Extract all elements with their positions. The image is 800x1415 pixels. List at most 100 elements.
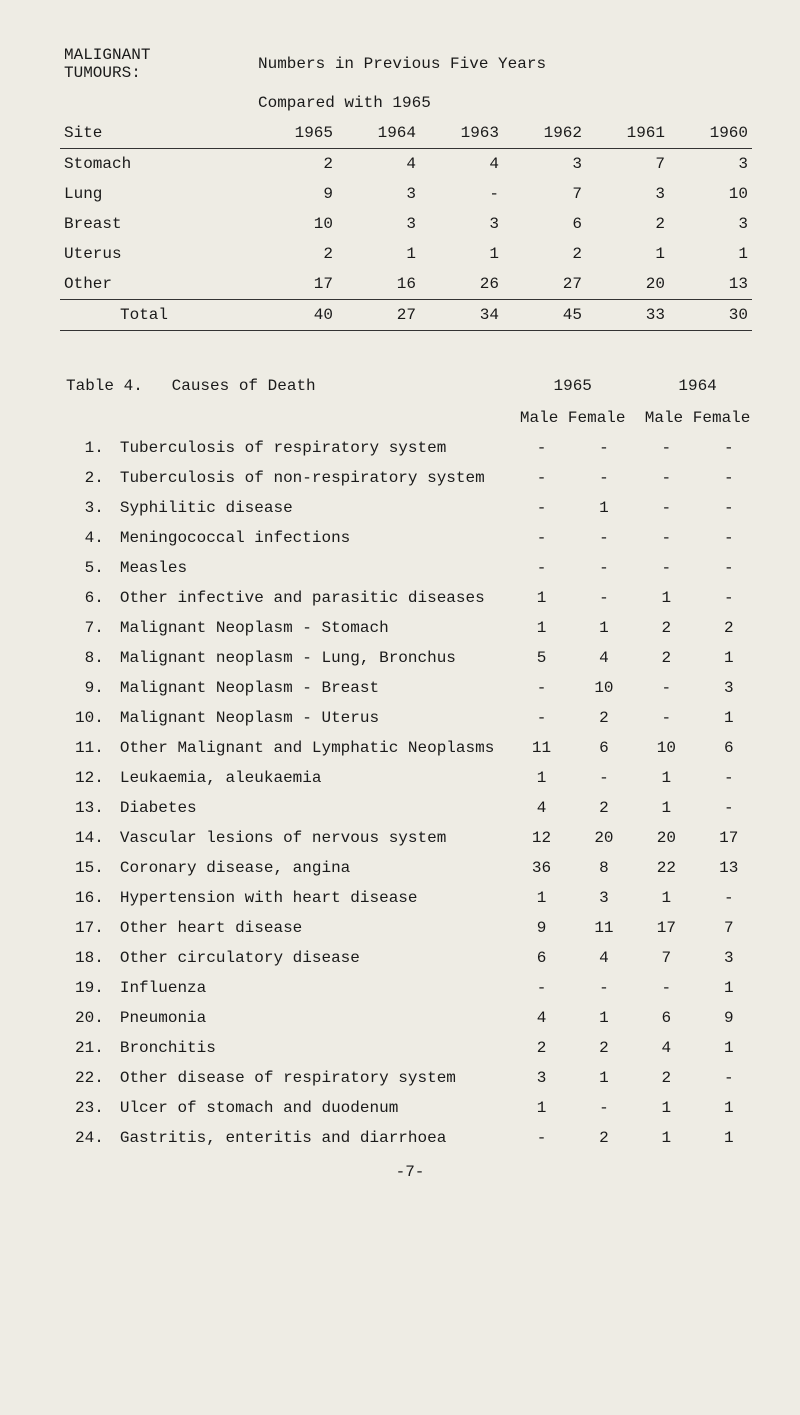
t2-value-cell: 17 — [698, 823, 760, 853]
t1-value-cell: 4 — [337, 149, 420, 180]
t2-row-num: 14. — [60, 823, 114, 853]
t2-row-num: 2. — [60, 463, 114, 493]
t2-value-cell: 1 — [698, 643, 760, 673]
t2-value-cell: 4 — [510, 1003, 572, 1033]
t1-value-cell: 26 — [420, 269, 503, 300]
t2-value-cell: - — [510, 433, 572, 463]
t2-value-cell: 4 — [573, 943, 635, 973]
t1-value-cell: 3 — [503, 149, 586, 180]
t2-value-cell: - — [573, 463, 635, 493]
t2-value-cell: - — [510, 973, 572, 1003]
t2-row-num: 15. — [60, 853, 114, 883]
t2-value-cell: - — [635, 523, 697, 553]
t2-value-cell: 6 — [698, 733, 760, 763]
table-row: 2.Tuberculosis of non-respiratory system… — [60, 463, 760, 493]
page-number: -7- — [60, 1163, 760, 1181]
t2-value-cell: 2 — [573, 1033, 635, 1063]
t2-value-cell: 2 — [573, 793, 635, 823]
t2-value-cell: 9 — [510, 913, 572, 943]
t2-row-num: 24. — [60, 1123, 114, 1153]
t2-row-num: 22. — [60, 1063, 114, 1093]
causes-table: Table 4. Causes of Death 1965 1964 Male … — [60, 371, 760, 1153]
t2-value-cell: - — [510, 463, 572, 493]
table-row: Stomach244373 — [60, 149, 752, 180]
t1-col-header: Site — [60, 118, 254, 149]
t2-value-cell: - — [698, 1063, 760, 1093]
t2-value-cell: - — [510, 673, 572, 703]
t2-value-cell: - — [698, 583, 760, 613]
t2-value-cell: - — [635, 433, 697, 463]
t2-value-cell: - — [698, 493, 760, 523]
t1-value-cell: 1 — [586, 239, 669, 269]
t2-value-cell: 22 — [635, 853, 697, 883]
t2-value-cell: 9 — [698, 1003, 760, 1033]
t2-value-cell: - — [510, 553, 572, 583]
t2-value-cell: 4 — [510, 793, 572, 823]
tumours-table: MALIGNANT TUMOURS: Numbers in Previous F… — [60, 40, 752, 331]
t2-cause-cell: Other Malignant and Lymphatic Neoplasms — [114, 733, 510, 763]
table-row: 8.Malignant neoplasm - Lung, Bronchus542… — [60, 643, 760, 673]
t1-value-cell: 20 — [586, 269, 669, 300]
t2-value-cell: - — [698, 883, 760, 913]
t2-value-cell: - — [635, 973, 697, 1003]
t2-value-cell: 3 — [698, 673, 760, 703]
t1-site-cell: Stomach — [60, 149, 254, 180]
t2-value-cell: - — [573, 1093, 635, 1123]
t1-value-cell: 9 — [254, 179, 337, 209]
t2-cause-cell: Malignant Neoplasm - Stomach — [114, 613, 510, 643]
t2-value-cell: 10 — [573, 673, 635, 703]
t1-value-cell: 1 — [669, 239, 752, 269]
t1-value-cell: 17 — [254, 269, 337, 300]
t2-value-cell: 1 — [635, 1123, 697, 1153]
t2-value-cell: 20 — [635, 823, 697, 853]
table-row: 1.Tuberculosis of respiratory system---- — [60, 433, 760, 463]
t2-value-cell: 2 — [635, 643, 697, 673]
t2-value-cell: - — [698, 433, 760, 463]
t2-value-cell: 3 — [510, 1063, 572, 1093]
t2-cause-cell: Other heart disease — [114, 913, 510, 943]
table-row: 16.Hypertension with heart disease131- — [60, 883, 760, 913]
t2-value-cell: 6 — [510, 943, 572, 973]
t2-value-cell: 7 — [698, 913, 760, 943]
t1-total-value: 40 — [254, 300, 337, 331]
t2-value-cell: - — [698, 793, 760, 823]
t2-row-num: 17. — [60, 913, 114, 943]
t1-total-value: 27 — [337, 300, 420, 331]
t2-value-cell: - — [573, 523, 635, 553]
t1-col-header: 1965 — [254, 118, 337, 149]
t1-value-cell: 3 — [337, 209, 420, 239]
t2-cause-cell: Ulcer of stomach and duodenum — [114, 1093, 510, 1123]
table-row: 22.Other disease of respiratory system31… — [60, 1063, 760, 1093]
t1-value-cell: 27 — [503, 269, 586, 300]
t2-cause-cell: Coronary disease, angina — [114, 853, 510, 883]
table-row: Lung93-7310 — [60, 179, 752, 209]
t2-value-cell: - — [510, 703, 572, 733]
t2-value-cell: 1 — [698, 1123, 760, 1153]
table-row: 14.Vascular lesions of nervous system122… — [60, 823, 760, 853]
t2-value-cell: 6 — [635, 1003, 697, 1033]
table-row: 7.Malignant Neoplasm - Stomach1122 — [60, 613, 760, 643]
table-row: 21.Bronchitis2241 — [60, 1033, 760, 1063]
t2-value-cell: 1 — [573, 493, 635, 523]
t2-value-cell: 2 — [635, 613, 697, 643]
t2-row-num: 1. — [60, 433, 114, 463]
t2-value-cell: 2 — [573, 1123, 635, 1153]
t2-row-num: 7. — [60, 613, 114, 643]
table-row: 19.Influenza---1 — [60, 973, 760, 1003]
t1-col-header: 1961 — [586, 118, 669, 149]
t1-col-header: 1962 — [503, 118, 586, 149]
t2-cause-cell: Bronchitis — [114, 1033, 510, 1063]
t2-value-cell: - — [635, 463, 697, 493]
t1-value-cell: 3 — [669, 149, 752, 180]
t2-value-cell: - — [510, 493, 572, 523]
t1-site-cell: Breast — [60, 209, 254, 239]
t1-col-header: 1960 — [669, 118, 752, 149]
t2-value-cell: 1 — [573, 613, 635, 643]
t2-value-cell: 1 — [635, 883, 697, 913]
t2-row-num: 9. — [60, 673, 114, 703]
t2-cause-cell: Meningococcal infections — [114, 523, 510, 553]
t2-cause-cell: Vascular lesions of nervous system — [114, 823, 510, 853]
t1-value-cell: 2 — [586, 209, 669, 239]
t1-value-cell: 7 — [503, 179, 586, 209]
t2-cause-cell: Diabetes — [114, 793, 510, 823]
